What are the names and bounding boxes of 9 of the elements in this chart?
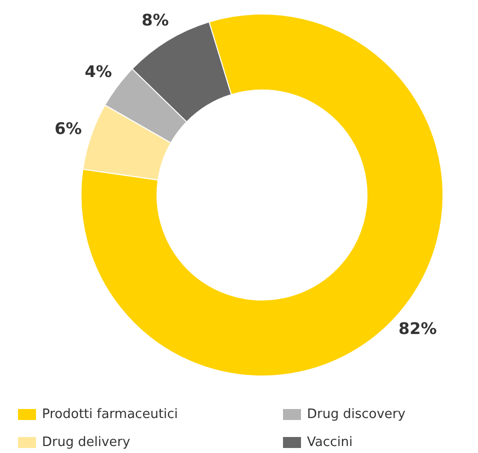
data-label: 6%: [54, 118, 82, 138]
legend-label: Vaccini: [307, 434, 353, 450]
legend-label: Drug delivery: [42, 434, 130, 450]
data-label: 82%: [398, 318, 437, 338]
donut-slice: [80, 14, 444, 376]
data-label: 4%: [84, 62, 112, 82]
data-label: 8%: [142, 10, 169, 30]
legend-label: Prodotti farmaceutici: [42, 406, 178, 422]
legend-label: Drug discovery: [307, 406, 406, 422]
